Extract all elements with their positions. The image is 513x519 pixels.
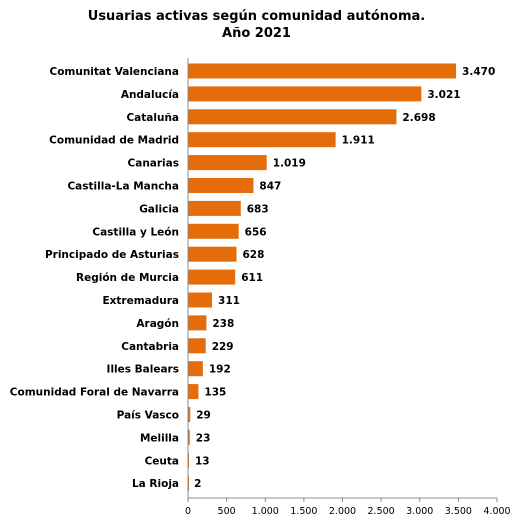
category-label: Comunidad de Madrid — [49, 135, 179, 147]
bar — [188, 109, 397, 125]
data-label: 3.021 — [427, 89, 460, 101]
bar — [188, 132, 336, 148]
data-label: 238 — [212, 318, 234, 330]
bar — [188, 429, 190, 445]
category-label: Comunidad Foral de Navarra — [10, 387, 179, 399]
bar — [188, 178, 254, 193]
bar — [188, 155, 267, 171]
data-label: 229 — [212, 341, 234, 353]
category-label: Melilla — [140, 432, 179, 444]
category-label: Principado de Asturias — [45, 249, 179, 261]
data-label: 683 — [247, 203, 269, 215]
category-label: Castilla y León — [92, 226, 179, 238]
category-label: Cantabria — [121, 341, 179, 353]
bar — [188, 315, 207, 331]
category-label: Aragón — [136, 318, 179, 330]
data-label: 192 — [209, 364, 231, 376]
category-label: Canarias — [128, 158, 179, 170]
data-label: 611 — [241, 272, 263, 284]
category-label: País Vasco — [117, 410, 179, 422]
x-tick-label: 0 — [185, 506, 191, 517]
category-label: Comunitat Valenciana — [50, 66, 180, 78]
bar — [188, 246, 237, 262]
data-label: 2 — [194, 478, 201, 490]
category-label: Región de Murcia — [76, 272, 179, 284]
bar — [188, 407, 191, 422]
data-label: 656 — [245, 226, 267, 238]
data-label: 1.911 — [342, 135, 375, 147]
category-label: Andalucía — [121, 89, 179, 101]
category-label: Cataluña — [126, 112, 179, 124]
data-label: 13 — [195, 455, 210, 467]
data-label: 3.470 — [462, 66, 495, 78]
data-label: 628 — [243, 249, 265, 261]
chart-title-line1: Usuarias activas según comunidad autónom… — [87, 9, 426, 24]
x-tick-label: 1.500 — [290, 506, 317, 517]
data-label: 23 — [196, 432, 211, 444]
chart-title-line2: Año 2021 — [222, 26, 291, 41]
bar — [188, 361, 203, 377]
data-label: 1.019 — [273, 158, 306, 170]
category-label: Ceuta — [145, 455, 179, 467]
x-tick-label: 3.500 — [445, 506, 472, 517]
category-label: Illes Balears — [107, 364, 179, 376]
category-label: Castilla-La Mancha — [67, 181, 179, 193]
x-tick-label: 500 — [218, 506, 236, 517]
data-label: 311 — [218, 295, 240, 307]
bar — [188, 269, 236, 285]
chart-title: Usuarias activas según comunidad autónom… — [0, 8, 513, 42]
x-tick-label: 1.000 — [252, 506, 279, 517]
data-label: 135 — [204, 387, 226, 399]
bar — [188, 338, 206, 354]
bar — [188, 86, 422, 102]
bar — [188, 223, 239, 239]
data-label: 2.698 — [402, 112, 435, 124]
bar — [188, 63, 457, 79]
x-tick-label: 2.500 — [368, 506, 395, 517]
bar — [188, 452, 190, 468]
x-tick-label: 4.000 — [483, 506, 510, 517]
category-label: Galicia — [139, 203, 179, 215]
data-label: 847 — [259, 181, 281, 193]
x-tick-label: 3.000 — [406, 506, 433, 517]
category-label: La Rioja — [132, 478, 179, 490]
x-tick-label: 2.000 — [329, 506, 356, 517]
bar — [188, 200, 241, 216]
bar — [188, 384, 199, 400]
bar — [188, 292, 213, 308]
data-label: 29 — [196, 410, 211, 422]
category-label: Extremadura — [102, 295, 179, 307]
